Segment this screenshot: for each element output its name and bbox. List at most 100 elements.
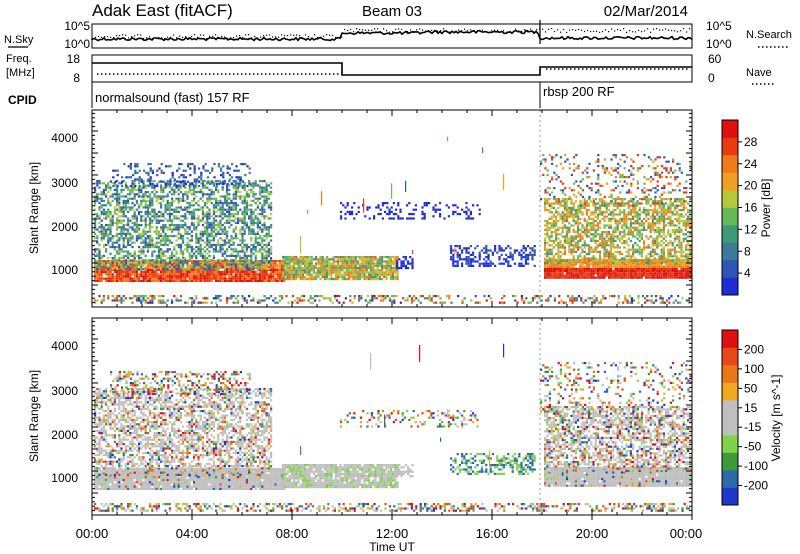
data-cell — [220, 169, 223, 172]
data-cell — [173, 265, 176, 268]
data-cell — [171, 174, 174, 177]
data-cell — [223, 228, 226, 231]
data-cell — [171, 266, 174, 269]
data-cell — [228, 271, 231, 274]
data-cell — [557, 259, 560, 262]
data-cell — [162, 254, 165, 257]
data-cell — [259, 208, 262, 211]
data-cell — [272, 277, 275, 280]
data-cell — [248, 215, 251, 218]
data-cell — [310, 258, 313, 261]
data-cell — [157, 268, 160, 271]
data-cell — [555, 202, 558, 205]
data-cell — [215, 185, 218, 188]
data-cell — [191, 182, 194, 185]
data-cell — [392, 271, 395, 274]
data-cell — [662, 265, 665, 268]
data-cell — [548, 272, 551, 275]
data-cell — [127, 279, 130, 282]
data-cell — [363, 267, 366, 270]
data-cell — [176, 180, 179, 183]
data-cell — [206, 228, 209, 231]
data-cell — [384, 210, 387, 213]
data-cell — [162, 261, 165, 264]
data-cell — [198, 180, 201, 183]
data-cell — [563, 206, 566, 209]
data-cell — [297, 273, 300, 276]
data-cell — [230, 237, 233, 240]
data-cell — [281, 275, 284, 278]
data-cell — [243, 182, 246, 185]
data-cell — [146, 277, 149, 280]
data-cell — [237, 237, 240, 240]
data-cell — [265, 252, 268, 255]
data-cell — [385, 260, 388, 263]
data-cell — [632, 272, 635, 275]
data-cell — [230, 263, 233, 266]
data-cell — [250, 243, 253, 246]
noise-search-point — [140, 34, 142, 36]
data-cell — [552, 267, 555, 270]
data-cell — [381, 204, 384, 207]
data-cell — [574, 222, 577, 225]
data-cell — [231, 176, 234, 179]
data-cell — [310, 260, 313, 263]
data-cell — [590, 224, 593, 227]
data-cell — [155, 268, 158, 271]
data-cell — [579, 276, 582, 279]
data-cell — [261, 224, 264, 227]
data-cell — [404, 258, 407, 261]
data-cell — [96, 248, 99, 251]
data-cell — [133, 182, 136, 185]
data-cell — [557, 255, 560, 258]
data-cell — [171, 279, 174, 282]
data-cell — [638, 263, 641, 266]
data-cell — [118, 193, 121, 196]
data-cell — [494, 249, 497, 252]
data-cell — [177, 271, 180, 274]
data-cell — [129, 232, 132, 235]
data-cell — [343, 264, 346, 267]
data-cell — [577, 215, 580, 218]
data-cell — [250, 257, 253, 260]
data-cell — [601, 276, 604, 279]
data-cell — [592, 255, 595, 258]
data-cell — [157, 237, 160, 240]
data-cell — [239, 257, 242, 260]
data-cell — [376, 267, 379, 270]
data-cell — [179, 199, 182, 202]
data-cell — [179, 184, 182, 187]
data-cell — [190, 262, 193, 265]
data-cell — [179, 182, 182, 185]
data-cell — [293, 273, 296, 276]
data-cell — [250, 237, 253, 240]
data-cell — [378, 256, 381, 259]
data-cell — [592, 272, 595, 275]
data-cell — [574, 215, 577, 218]
data-cell — [116, 193, 119, 196]
data-cell — [166, 262, 169, 265]
data-cell — [678, 276, 681, 279]
data-cell — [160, 273, 163, 276]
data-cell — [500, 253, 503, 256]
data-cell — [221, 204, 224, 207]
data-cell — [102, 246, 105, 249]
data-cell — [217, 268, 220, 271]
data-cell — [151, 250, 154, 253]
data-cell — [579, 235, 582, 238]
data-cell — [149, 268, 152, 271]
data-cell — [144, 241, 147, 244]
data-cell — [215, 206, 218, 209]
data-cell — [230, 273, 233, 276]
data-cell — [219, 266, 222, 269]
data-cell — [188, 243, 191, 246]
data-cell — [326, 273, 329, 276]
data-cell — [215, 224, 218, 227]
data-cell — [162, 199, 165, 202]
data-cell — [245, 210, 248, 213]
data-cell — [243, 186, 246, 189]
data-cell — [153, 250, 156, 253]
data-cell — [676, 276, 679, 279]
data-cell — [94, 204, 97, 207]
data-cell — [219, 246, 222, 249]
